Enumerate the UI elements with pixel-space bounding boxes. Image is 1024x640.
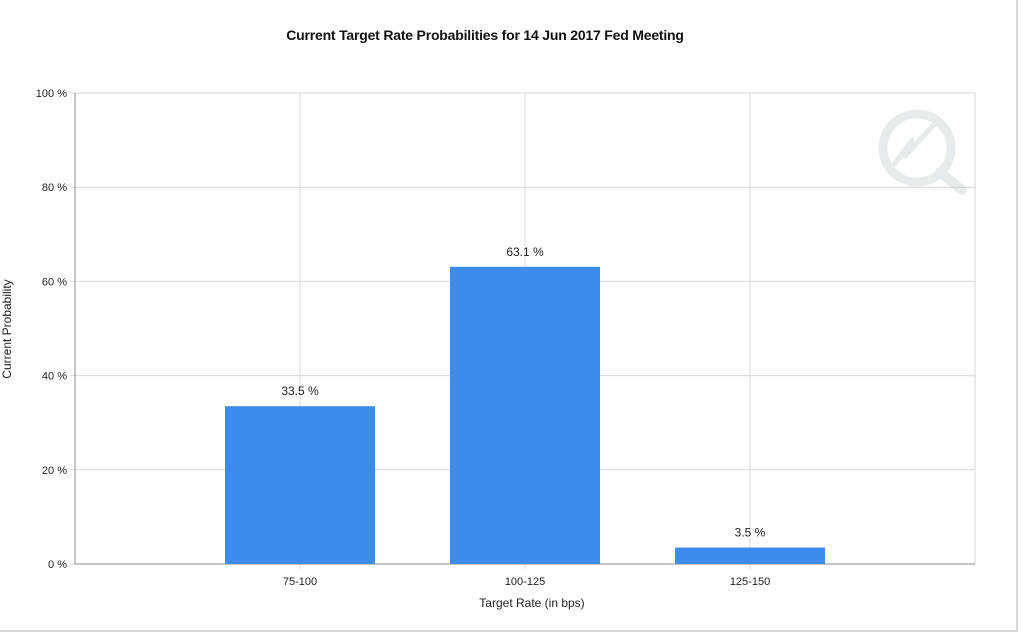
bar-100-125 [450,266,600,564]
data-label: 63.1 % [506,245,544,259]
y-tick-label: 20 % [42,465,67,477]
y-tick-label: 40 % [42,371,67,383]
x-tick-label: 75-100 [283,576,317,588]
data-label: 33.5 % [281,384,319,398]
x-tick-label: 125-150 [730,576,770,588]
chart-title: Current Target Rate Probabilities for 14… [286,27,684,43]
bar-75-100 [225,406,375,564]
bars: 33.5 % 63.1 % 3.5 % [225,245,825,564]
y-tick-label: 100 % [36,88,67,100]
y-tick-label: 80 % [42,182,67,194]
y-axis-label: Current Probability [0,279,14,378]
y-tick-labels: 0 % 20 % 40 % 60 % 80 % 100 % [36,88,67,571]
bar-125-150 [675,547,825,564]
y-tick-label: 60 % [42,276,67,288]
x-tick-labels: 75-100 100-125 125-150 [283,576,770,588]
lightning-q-logo-icon [878,109,967,195]
x-axis-label: Target Rate (in bps) [479,596,584,610]
y-tick-label: 0 % [48,559,67,571]
data-label: 3.5 % [735,526,766,540]
x-tick-label: 100-125 [505,576,545,588]
